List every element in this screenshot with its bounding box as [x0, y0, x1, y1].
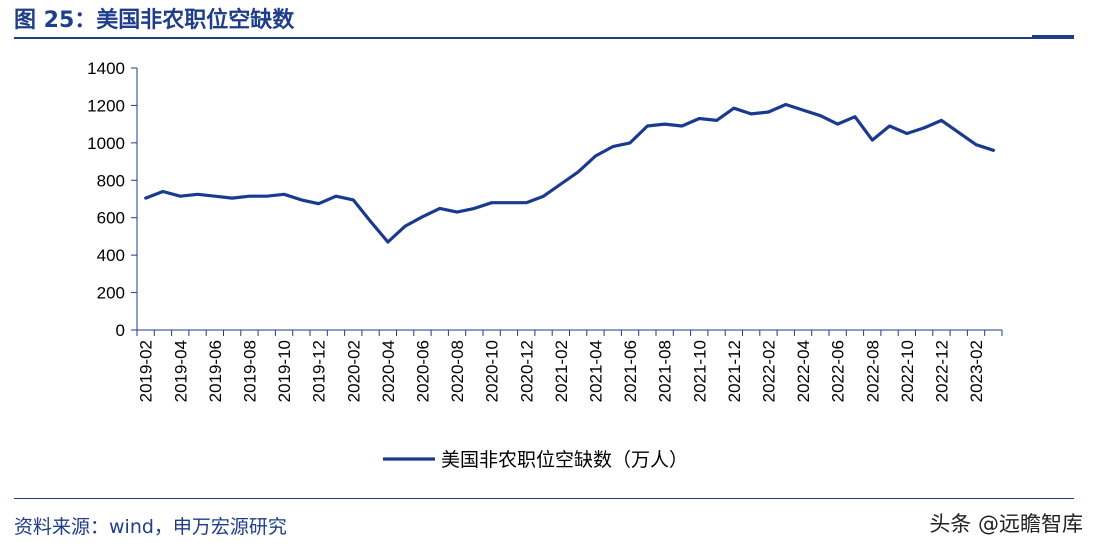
data-point — [611, 145, 614, 148]
data-point — [386, 240, 390, 244]
data-point — [853, 115, 857, 118]
data-point — [231, 196, 234, 200]
data-point — [352, 198, 355, 202]
data-point — [265, 195, 268, 198]
data-point — [888, 124, 891, 128]
data-point — [282, 193, 286, 196]
data-point — [196, 193, 199, 196]
data-point — [871, 138, 874, 142]
data-point — [801, 108, 805, 112]
y-tick-label: 800 — [97, 171, 125, 190]
data-point — [525, 201, 528, 204]
data-point — [922, 126, 926, 130]
title-rule — [14, 37, 1074, 39]
data-point — [455, 210, 459, 214]
data-point — [577, 170, 580, 174]
y-tick-label: 200 — [97, 284, 125, 303]
data-point — [404, 224, 407, 228]
footer-rule — [14, 498, 1074, 499]
y-tick-label: 1200 — [87, 96, 125, 115]
data-point — [594, 154, 597, 158]
y-tick-label: 1000 — [87, 134, 125, 153]
data-point — [213, 195, 217, 198]
x-tick-label: 2021-06 — [621, 340, 640, 402]
data-point — [680, 124, 684, 128]
data-point — [144, 196, 147, 200]
data-point — [905, 132, 909, 135]
x-axis: 2019-02 2019-04 2019-06 2019-08 2019-10 2019-… — [136, 329, 1003, 402]
data-point — [836, 122, 839, 126]
data-point — [421, 215, 424, 218]
line-chart: 0 200 400 600 800 1000 1200 1400 2019-02 2019-04… — [87, 59, 1003, 471]
title-rule-accent — [1032, 35, 1074, 39]
x-tick-label: 2019-08 — [240, 340, 259, 402]
x-tick-label: 2020-12 — [517, 340, 536, 402]
data-point — [698, 117, 701, 120]
legend: 美国非农职位空缺数（万人） — [383, 449, 688, 471]
x-tick-label: 2019-06 — [206, 340, 225, 402]
data-point — [542, 195, 545, 198]
data-point — [300, 198, 303, 202]
x-tick-label: 2020-04 — [379, 340, 398, 402]
x-tick-label: 2022-06 — [829, 340, 848, 402]
data-point — [940, 119, 943, 122]
x-tick-label: 2021-10 — [690, 340, 709, 402]
x-tick-label: 2020-06 — [413, 340, 432, 402]
x-tick-label: 2022-02 — [759, 340, 778, 402]
data-point — [767, 110, 770, 114]
data-point — [507, 201, 511, 204]
source-note: 资料来源：wind，申万宏源研究 — [14, 516, 287, 538]
data-point — [369, 220, 372, 223]
x-tick-label: 2021-02 — [552, 340, 571, 402]
data-point — [161, 190, 165, 193]
x-tick-label: 2022-08 — [863, 340, 882, 402]
watermark: 头条 @远瞻智库 — [929, 512, 1083, 536]
data-point — [663, 122, 666, 126]
data-point — [992, 149, 995, 152]
data-point — [646, 124, 649, 128]
data-point — [473, 207, 476, 210]
data-point — [749, 112, 753, 116]
data-point — [179, 195, 182, 198]
x-tick-label: 2019-02 — [137, 340, 156, 402]
data-point — [490, 201, 493, 204]
data-point — [248, 195, 251, 198]
x-tick-label: 2022-12 — [932, 340, 951, 402]
y-tick-label: 600 — [97, 209, 125, 228]
x-tick-label: 2019-04 — [171, 340, 190, 402]
x-tick-label: 2021-12 — [725, 340, 744, 402]
data-point — [317, 202, 320, 205]
x-tick-label: 2020-02 — [344, 340, 363, 402]
chart-title: 图 25：美国非农职位空缺数 — [14, 8, 295, 33]
y-axis: 0 200 400 600 800 1000 1200 1400 — [87, 59, 138, 340]
data-point — [957, 131, 960, 134]
data-point — [819, 114, 822, 117]
data-point — [732, 107, 736, 110]
x-tick-label: 2020-08 — [448, 340, 467, 402]
data-point — [715, 119, 718, 122]
y-tick-label: 0 — [116, 321, 125, 340]
data-point — [438, 207, 441, 210]
x-tick-label: 2021-04 — [586, 340, 605, 402]
x-tick-label: 2019-10 — [275, 340, 294, 402]
data-point — [784, 103, 787, 106]
x-tick-label: 2023-02 — [967, 340, 986, 402]
data-point — [334, 195, 338, 198]
data-point — [559, 182, 563, 186]
legend-label: 美国非农职位空缺数（万人） — [441, 449, 688, 471]
y-tick-label: 1400 — [87, 59, 125, 78]
x-tick-label: 2019-12 — [310, 340, 329, 402]
x-tick-label: 2021-08 — [656, 340, 675, 402]
x-tick-label: 2022-04 — [794, 340, 813, 402]
series-line-0 — [144, 102, 996, 244]
x-tick-label: 2022-10 — [898, 340, 917, 402]
data-point — [628, 141, 632, 145]
data-point — [974, 143, 978, 146]
y-tick-label: 400 — [97, 246, 125, 265]
x-tick-label: 2020-10 — [483, 340, 502, 402]
series-group — [144, 102, 996, 244]
